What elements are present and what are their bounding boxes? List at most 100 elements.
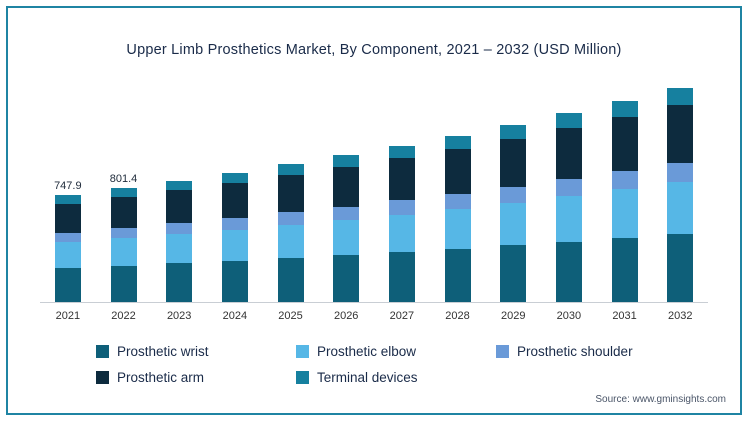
bar-segment-terminal-devices	[444, 135, 471, 149]
bar-group-2032	[652, 87, 708, 302]
stacked-bar-2026	[333, 155, 360, 302]
bar-segment-prosthetic-shoulder	[54, 232, 81, 243]
bar-segment-terminal-devices	[277, 164, 304, 176]
x-tick-label-2026: 2026	[333, 310, 359, 322]
legend-label: Terminal devices	[317, 370, 418, 385]
bar-segment-prosthetic-wrist	[166, 263, 193, 302]
bar-segment-prosthetic-shoulder	[500, 186, 527, 203]
bar-group-2027	[374, 145, 430, 302]
bar-segment-terminal-devices	[54, 195, 81, 204]
chart-title: Upper Limb Prosthetics Market, By Compon…	[126, 42, 622, 58]
bar-segment-prosthetic-wrist	[333, 255, 360, 302]
bar-segment-prosthetic-arm	[54, 203, 81, 233]
bar-segment-prosthetic-wrist	[555, 241, 582, 302]
bar-segment-prosthetic-shoulder	[611, 171, 638, 190]
bar-segment-prosthetic-shoulder	[166, 223, 193, 234]
bar-segment-prosthetic-arm	[611, 117, 638, 172]
x-axis: 2021 2022 2023 2024 2025 2026 2027 2028 2029 2030…	[40, 302, 708, 322]
bar-group-2021: 747.9	[40, 180, 96, 302]
bar-segment-prosthetic-arm	[166, 190, 193, 224]
x-tick-label-2031: 2031	[612, 310, 637, 322]
bar-segment-prosthetic-wrist	[500, 245, 527, 302]
bar-segment-prosthetic-wrist	[611, 237, 638, 302]
bar-segment-prosthetic-arm	[444, 148, 471, 194]
bar-segment-prosthetic-elbow	[555, 196, 582, 242]
bar-segment-prosthetic-shoulder	[333, 206, 360, 220]
legend-item-prosthetic-elbow: Prosthetic elbow	[296, 344, 496, 359]
bar-group-2026	[318, 155, 374, 302]
bar-segment-prosthetic-arm	[555, 128, 582, 180]
stacked-bar-2029	[500, 124, 527, 302]
bar-segment-prosthetic-shoulder	[667, 162, 694, 183]
legend-label: Prosthetic arm	[117, 370, 205, 385]
bar-segment-prosthetic-elbow	[166, 233, 193, 264]
stacked-bar-2025	[277, 164, 304, 302]
bar-segment-prosthetic-arm	[500, 138, 527, 187]
legend-swatch-prosthetic-wrist	[96, 345, 109, 358]
stacked-bar-2027	[388, 145, 415, 302]
bar-segment-terminal-devices	[555, 113, 582, 129]
stacked-bar-2028	[444, 135, 471, 302]
bar-segment-prosthetic-wrist	[221, 260, 248, 302]
stacked-bar-2023	[166, 180, 193, 302]
source-credit: Source: www.gminsights.com	[595, 394, 726, 405]
legend-swatch-terminal-devices	[296, 371, 309, 384]
bar-segment-prosthetic-elbow	[388, 214, 415, 252]
bar-group-2031	[597, 100, 653, 302]
legend-label: Prosthetic wrist	[117, 344, 209, 359]
stacked-bar-2024	[221, 172, 248, 302]
bar-group-2025	[263, 164, 319, 302]
bar-segment-prosthetic-elbow	[277, 224, 304, 258]
stacked-bar-2021	[54, 195, 81, 302]
x-tick-label-2027: 2027	[389, 310, 415, 322]
legend-item-prosthetic-arm: Prosthetic arm	[96, 370, 296, 385]
x-tick-label-2030: 2030	[556, 310, 582, 322]
bar-segment-prosthetic-shoulder	[221, 217, 248, 230]
x-tick-label-2021: 2021	[55, 310, 81, 322]
bar-group-2024	[207, 172, 263, 302]
bar-segment-terminal-devices	[333, 155, 360, 168]
bar-segment-prosthetic-wrist	[444, 248, 471, 302]
stacked-bar-2032	[667, 87, 694, 302]
bar-segment-terminal-devices	[388, 145, 415, 159]
plot-area: 747.9 801.4	[40, 74, 708, 302]
legend-swatch-prosthetic-elbow	[296, 345, 309, 358]
bar-segment-prosthetic-elbow	[110, 238, 137, 266]
x-tick-label-2024: 2024	[222, 310, 248, 322]
bar-segment-prosthetic-arm	[221, 183, 248, 218]
bar-segment-prosthetic-wrist	[667, 233, 694, 302]
bar-group-2028	[430, 135, 486, 302]
bar-segment-prosthetic-shoulder	[388, 200, 415, 215]
bar-segment-prosthetic-shoulder	[555, 179, 582, 197]
bar-segment-terminal-devices	[110, 187, 137, 198]
legend-swatch-prosthetic-shoulder	[496, 345, 509, 358]
bar-value-label: 801.4	[109, 172, 138, 185]
bar-segment-prosthetic-elbow	[333, 219, 360, 255]
legend: Prosthetic wrist Prosthetic elbow Prosthet…	[96, 344, 736, 385]
stacked-bar-2031	[611, 100, 638, 302]
bar-segment-prosthetic-shoulder	[444, 193, 471, 209]
bar-segment-prosthetic-elbow	[500, 202, 527, 246]
bar-segment-prosthetic-wrist	[277, 257, 304, 302]
bar-segment-terminal-devices	[500, 124, 527, 139]
legend-label: Prosthetic elbow	[317, 344, 417, 359]
bar-group-2023	[151, 180, 207, 302]
stacked-bar-2030	[555, 113, 582, 302]
bar-segment-terminal-devices	[667, 87, 694, 106]
legend-item-prosthetic-shoulder: Prosthetic shoulder	[496, 344, 696, 359]
bar-segment-prosthetic-arm	[388, 158, 415, 201]
bar-group-2030	[541, 113, 597, 302]
bar-segment-prosthetic-arm	[110, 197, 137, 228]
x-tick-label-2028: 2028	[445, 310, 470, 322]
x-tick-label-2025: 2025	[278, 310, 303, 322]
bar-segment-prosthetic-wrist	[388, 252, 415, 302]
bar-segment-prosthetic-elbow	[611, 189, 638, 238]
legend-label: Prosthetic shoulder	[517, 344, 633, 359]
x-tick-label-2022: 2022	[111, 310, 136, 322]
bar-segment-prosthetic-elbow	[54, 242, 81, 268]
legend-swatch-prosthetic-arm	[96, 371, 109, 384]
legend-item-terminal-devices: Terminal devices	[296, 370, 496, 385]
bar-segment-prosthetic-arm	[277, 175, 304, 213]
x-tick-label-2023: 2023	[166, 310, 192, 322]
bar-segment-terminal-devices	[611, 100, 638, 118]
